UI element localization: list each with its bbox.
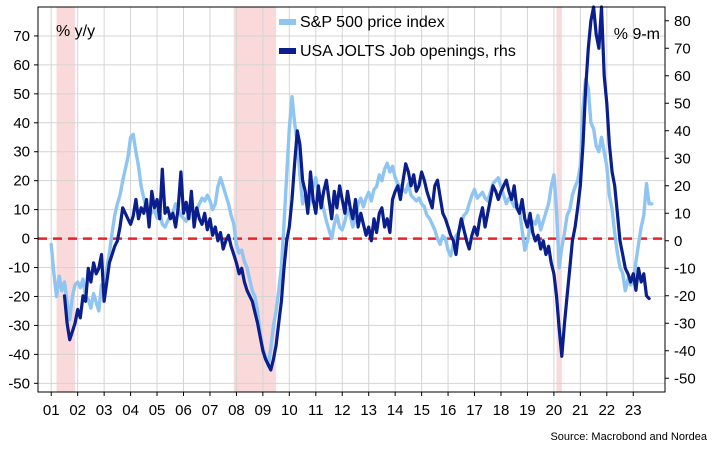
x-tick-label-22: 22: [598, 402, 615, 419]
recession-band-1: [233, 7, 277, 392]
left-tick-label-10: 10: [13, 202, 30, 219]
x-tick-label-02: 02: [69, 402, 86, 419]
x-tick-label-14: 14: [387, 402, 404, 419]
x-tick-label-10: 10: [281, 402, 298, 419]
series-lines: [49, 5, 654, 372]
source-note: Source: Macrobond and Nordea: [550, 431, 707, 443]
right-tick-label-50: 50: [674, 95, 691, 112]
right-tick-label-80: 80: [674, 13, 691, 30]
left-tick-label-30: 30: [13, 144, 30, 161]
x-tick-label-15: 15: [413, 402, 430, 419]
x-tick-label-19: 19: [519, 402, 536, 419]
left-tick-label--20: -20: [8, 288, 30, 305]
left-tick-label--40: -40: [8, 346, 30, 363]
x-tick-label-08: 08: [228, 402, 245, 419]
right-tick-label-0: 0: [674, 233, 682, 250]
x-axis-ticks: 01 02 03 04 05 06 07 08 09 10 11 12 13 14 15 16 17 18 19 20…: [43, 392, 642, 419]
x-tick-label-07: 07: [202, 402, 219, 419]
x-tick-label-09: 09: [255, 402, 272, 419]
right-tick-label-30: 30: [674, 150, 691, 167]
x-tick-label-17: 17: [466, 402, 483, 419]
x-tick-label-21: 21: [572, 402, 589, 419]
recession-shading: [56, 7, 562, 392]
right-tick-label--30: -30: [674, 315, 696, 332]
left-tick-label-40: 40: [13, 115, 30, 132]
x-tick-label-12: 12: [334, 402, 351, 419]
left-axis-ticks: -50 -40 -30 -20 -10 0 10 20 30 40 50 60 70: [8, 28, 38, 392]
legend: S&P 500 price index USA JOLTS Job openin…: [279, 14, 516, 60]
x-tick-label-01: 01: [43, 402, 60, 419]
x-tick-label-06: 06: [175, 402, 192, 419]
right-tick-label--10: -10: [674, 260, 696, 277]
right-axis-unit: % 9-m: [614, 26, 660, 43]
x-tick-label-13: 13: [360, 402, 377, 419]
left-tick-label--50: -50: [8, 375, 30, 392]
recession-band-0: [56, 7, 76, 392]
right-tick-label--50: -50: [674, 370, 696, 387]
right-tick-label-70: 70: [674, 40, 691, 57]
x-tick-label-23: 23: [625, 402, 642, 419]
right-tick-label-10: 10: [674, 205, 691, 222]
right-tick-label-60: 60: [674, 68, 691, 85]
left-tick-label--30: -30: [8, 317, 30, 334]
x-tick-label-16: 16: [440, 402, 457, 419]
x-tick-label-11: 11: [308, 402, 324, 419]
right-axis-ticks: -50 -40 -30 -20 -10 0 10 20 30 40 50 60 70 80: [665, 13, 696, 387]
plot-frame: [37, 6, 666, 393]
x-tick-label-05: 05: [149, 402, 166, 419]
x-tick-label-03: 03: [96, 402, 113, 419]
legend-label-sp500: S&P 500 price index: [300, 14, 445, 31]
left-tick-label-70: 70: [13, 28, 30, 45]
x-tick-label-18: 18: [493, 402, 510, 419]
right-tick-label--40: -40: [674, 343, 696, 360]
series-line-1: [62, 5, 651, 372]
left-tick-label-0: 0: [22, 231, 30, 248]
right-tick-label--20: -20: [674, 288, 696, 305]
recession-band-2: [556, 7, 562, 392]
left-tick-label--10: -10: [8, 260, 30, 277]
x-tick-label-20: 20: [546, 402, 563, 419]
legend-label-jolts: USA JOLTS Job openings, rhs: [300, 43, 516, 60]
left-tick-label-20: 20: [13, 173, 30, 190]
left-tick-label-50: 50: [13, 86, 30, 103]
x-tick-label-04: 04: [122, 402, 139, 419]
right-tick-label-40: 40: [674, 123, 691, 140]
left-tick-label-60: 60: [13, 57, 30, 74]
right-tick-label-20: 20: [674, 178, 691, 195]
left-axis-unit: % y/y: [56, 23, 95, 40]
